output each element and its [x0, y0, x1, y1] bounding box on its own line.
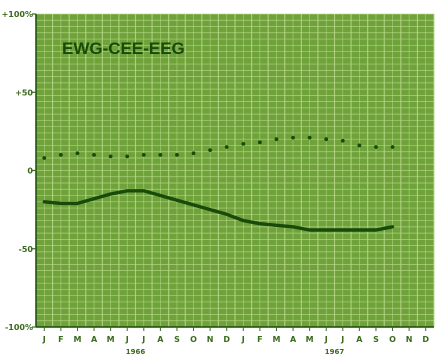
dotted-series-point — [324, 137, 329, 142]
x-tick-label: O — [389, 335, 396, 344]
x-tick-label: J — [241, 335, 245, 344]
dotted-series-point — [241, 141, 246, 146]
dotted-series-point — [191, 151, 196, 156]
dotted-series-point — [357, 143, 362, 148]
dotted-series-point — [175, 152, 179, 157]
y-tick-label: +100% — [2, 10, 33, 19]
x-tick-label: A — [157, 335, 164, 344]
dotted-series-point — [108, 154, 113, 159]
dotted-series-point — [58, 152, 63, 157]
x-tick-label: M — [306, 335, 314, 344]
x-tick-label: A — [290, 335, 297, 344]
x-tick-label: A — [356, 335, 363, 344]
solid-series-line — [42, 189, 395, 232]
x-tick-label: F — [58, 335, 63, 344]
x-tick-label: D — [223, 335, 230, 344]
x-tick-label: J — [42, 335, 46, 344]
x-tick-label: N — [207, 335, 214, 344]
x-tick-label: J — [141, 335, 145, 344]
y-tick-label: -100% — [5, 323, 33, 332]
x-tick-label: N — [406, 335, 413, 344]
grid-lines — [35, 13, 435, 328]
x-tick-label: A — [91, 335, 98, 344]
year-label: 1966 — [126, 348, 146, 356]
x-tick-label: F — [257, 335, 262, 344]
year-labels: 1966 1967 — [126, 348, 345, 356]
x-tick-label: M — [107, 335, 115, 344]
year-label: 1967 — [325, 348, 345, 356]
x-tick-label: M — [272, 335, 280, 344]
dotted-series-point — [208, 148, 213, 153]
dotted-series-point — [141, 152, 146, 157]
dotted-series-point — [75, 151, 80, 156]
y-tick-label: +50 — [15, 88, 33, 97]
dotted-series-point — [42, 156, 47, 160]
dotted-series-point — [374, 145, 378, 149]
dotted-series-point — [340, 138, 345, 143]
x-tick-label: S — [373, 335, 379, 344]
x-tick-label: J — [340, 335, 344, 344]
x-tick-label: D — [422, 335, 429, 344]
dotted-series-point — [274, 137, 279, 142]
dotted-series-point — [257, 140, 262, 145]
chart-title: EWG-CEE-EEG — [62, 39, 185, 58]
y-tick-label: -50 — [19, 245, 34, 254]
dotted-series-point — [125, 154, 130, 159]
data-series — [42, 135, 395, 232]
y-tick-label: 0 — [27, 167, 33, 176]
dotted-series-point — [158, 152, 163, 157]
x-tick-label: J — [125, 335, 129, 344]
dotted-series-point — [291, 135, 295, 140]
x-tick-label: M — [73, 335, 81, 344]
dotted-series-point — [224, 145, 229, 149]
dotted-series-point — [390, 145, 395, 149]
dotted-series-point — [92, 152, 96, 157]
y-axis-ticks: +100% +50 0 -50 -100% — [2, 10, 36, 332]
x-tick-label: O — [190, 335, 197, 344]
x-tick-label: S — [174, 335, 180, 344]
dotted-series-point — [307, 135, 312, 140]
x-tick-label: J — [324, 335, 328, 344]
